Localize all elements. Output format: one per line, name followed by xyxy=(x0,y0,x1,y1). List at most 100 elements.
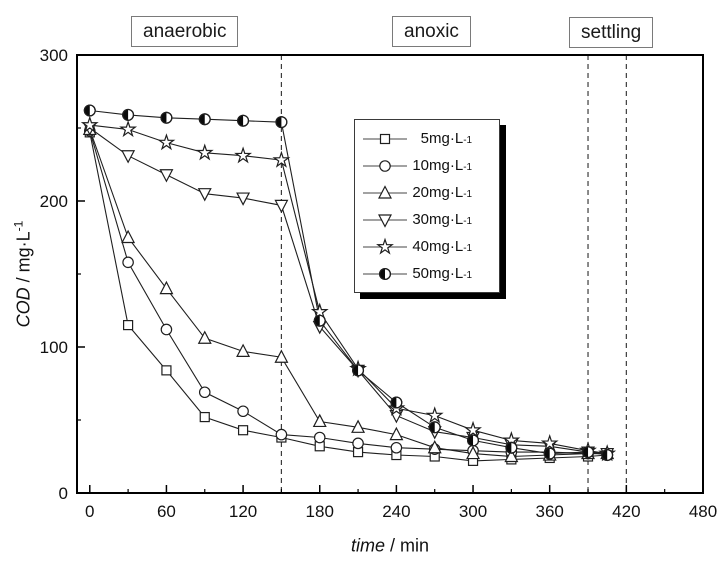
data-point-10-marker xyxy=(313,431,326,444)
legend-marker-20 xyxy=(378,184,392,199)
data-point-40-marker xyxy=(272,150,291,168)
data-point-20-marker xyxy=(466,445,481,460)
legend-marker-5 xyxy=(379,133,391,144)
data-point-50-marker-ring xyxy=(505,441,518,454)
legend-item-10: 10 mg·L -1 xyxy=(361,152,495,179)
legend-marker-50-ring xyxy=(379,267,392,280)
data-point-40-marker xyxy=(540,433,559,451)
data-point-20-marker xyxy=(351,419,366,433)
data-point-50-marker-ring xyxy=(543,447,556,460)
data-point-30-marker xyxy=(274,199,289,214)
data-point-30-marker xyxy=(236,192,251,206)
data-point-5-marker xyxy=(161,365,172,376)
legend-item-30: 30 mg·L -1 xyxy=(361,206,495,233)
legend-label-10: 10 mg·L -1 xyxy=(409,157,472,174)
data-point-10-marker xyxy=(198,386,211,399)
data-point-20-marker xyxy=(504,448,519,463)
x-tick-label: 420 xyxy=(612,502,640,521)
y-tick-label: 0 xyxy=(59,484,68,503)
data-point-40-marker xyxy=(80,115,99,133)
phase-label-settling: settling xyxy=(569,17,654,48)
data-point-10-marker xyxy=(237,405,249,418)
x-tick-label: 60 xyxy=(157,502,176,521)
data-point-10-marker xyxy=(122,256,134,269)
data-point-5-marker xyxy=(237,425,249,436)
data-point-50-marker-ring xyxy=(390,396,403,409)
y-tick-label: 300 xyxy=(40,46,68,65)
data-point-50-marker-ring xyxy=(352,364,365,377)
legend-item-20: 20 mg·L -1 xyxy=(361,179,495,206)
y-axis-title-symbol: COD xyxy=(13,287,34,328)
legend-unit: mg·L xyxy=(429,211,464,228)
x-tick-label: 360 xyxy=(536,502,564,521)
x-axis-title-unit: / min xyxy=(385,535,430,556)
x-tick-label: 240 xyxy=(382,502,410,521)
square-legend-icon xyxy=(363,133,407,144)
legend-marker-40 xyxy=(376,237,394,255)
data-point-10-marker xyxy=(160,323,173,336)
data-point-30-marker xyxy=(197,188,212,202)
y-tick-label: 200 xyxy=(40,192,68,211)
series-line-5 xyxy=(89,132,608,462)
data-point-40-marker xyxy=(195,143,214,161)
data-point-20-marker xyxy=(236,343,251,357)
legend-conc-value: 10 xyxy=(412,157,429,174)
x-tick-label: 300 xyxy=(459,502,487,521)
data-point-50-marker-ring xyxy=(428,421,441,434)
legend: 5 mg·L -1 10 mg·L -1 20 mg·L -1 30 mg·L -1 40 mg… xyxy=(354,119,500,293)
data-point-10-marker xyxy=(275,428,288,441)
data-point-20-marker xyxy=(427,439,442,454)
star-legend-icon xyxy=(363,237,407,255)
x-tick-label: 120 xyxy=(229,502,257,521)
legend-item-5: 5 mg·L -1 xyxy=(361,125,495,152)
data-point-50-marker-ring xyxy=(313,314,326,327)
legend-label-30: 30 mg·L -1 xyxy=(409,211,472,228)
data-point-20-marker xyxy=(197,330,212,344)
data-point-50-marker-ring xyxy=(601,449,614,462)
data-point-50-marker-ring xyxy=(275,116,288,129)
half-circle-legend-icon xyxy=(363,267,407,280)
data-point-10-marker xyxy=(390,441,403,454)
legend-conc-value: 30 xyxy=(412,211,429,228)
legend-item-50: 50 mg·L -1 xyxy=(361,260,495,287)
data-point-20-marker xyxy=(274,349,289,363)
data-point-40-marker xyxy=(119,120,138,138)
legend-conc-value: 20 xyxy=(412,184,429,201)
y-axis-title: COD / mg·L-1 xyxy=(11,220,35,328)
legend-label-50: 50 mg·L -1 xyxy=(409,265,472,282)
x-tick-label: 0 xyxy=(85,502,94,521)
legend-label-20: 20 mg·L -1 xyxy=(409,184,472,201)
x-axis-title: time / min xyxy=(351,536,429,557)
data-point-40-marker xyxy=(425,406,444,424)
legend-unit: mg·L xyxy=(429,238,464,255)
triangle-down-legend-icon xyxy=(363,213,407,228)
data-point-40-marker xyxy=(157,133,176,151)
data-point-50-marker-ring xyxy=(582,446,595,459)
data-point-50-marker-ring xyxy=(198,113,211,126)
phase-label-anoxic: anoxic xyxy=(392,16,471,47)
triangle-up-legend-icon xyxy=(363,184,407,199)
data-point-50-marker-ring xyxy=(467,434,480,447)
data-point-30-marker xyxy=(159,169,174,183)
y-axis-title-unit: / mg·L xyxy=(13,231,34,288)
y-tick-label: 100 xyxy=(40,338,68,357)
data-point-20-marker xyxy=(121,229,136,244)
data-point-5-marker xyxy=(199,411,210,423)
data-point-40-marker xyxy=(464,420,482,438)
x-tick-label: 480 xyxy=(689,502,717,521)
circle-legend-icon xyxy=(363,159,407,172)
data-point-50-marker-ring xyxy=(122,108,135,121)
legend-conc-value: 5 xyxy=(420,130,429,147)
legend-item-40: 40 mg·L -1 xyxy=(361,233,495,260)
y-axis-title-exponent: -1 xyxy=(11,220,26,232)
legend-marker-30 xyxy=(378,213,392,228)
legend-unit: mg·L xyxy=(429,184,464,201)
legend-label-40: 40 mg·L -1 xyxy=(409,238,472,255)
legend-conc-value: 40 xyxy=(412,238,429,255)
legend-unit: mg·L xyxy=(429,130,464,147)
legend-label-5: 5 mg·L -1 xyxy=(409,130,472,147)
legend-unit: mg·L xyxy=(429,265,464,282)
data-point-50-marker-ring xyxy=(83,104,96,117)
